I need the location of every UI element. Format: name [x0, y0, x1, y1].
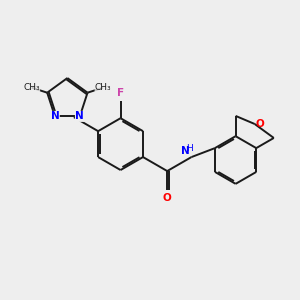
- Text: N: N: [50, 111, 59, 122]
- Text: CH₃: CH₃: [23, 83, 40, 92]
- Text: F: F: [117, 88, 124, 98]
- Text: N: N: [181, 146, 189, 156]
- Text: H: H: [187, 144, 193, 153]
- Text: N: N: [76, 111, 84, 122]
- Text: CH₃: CH₃: [94, 83, 111, 92]
- Text: O: O: [256, 119, 264, 129]
- Text: O: O: [163, 193, 172, 202]
